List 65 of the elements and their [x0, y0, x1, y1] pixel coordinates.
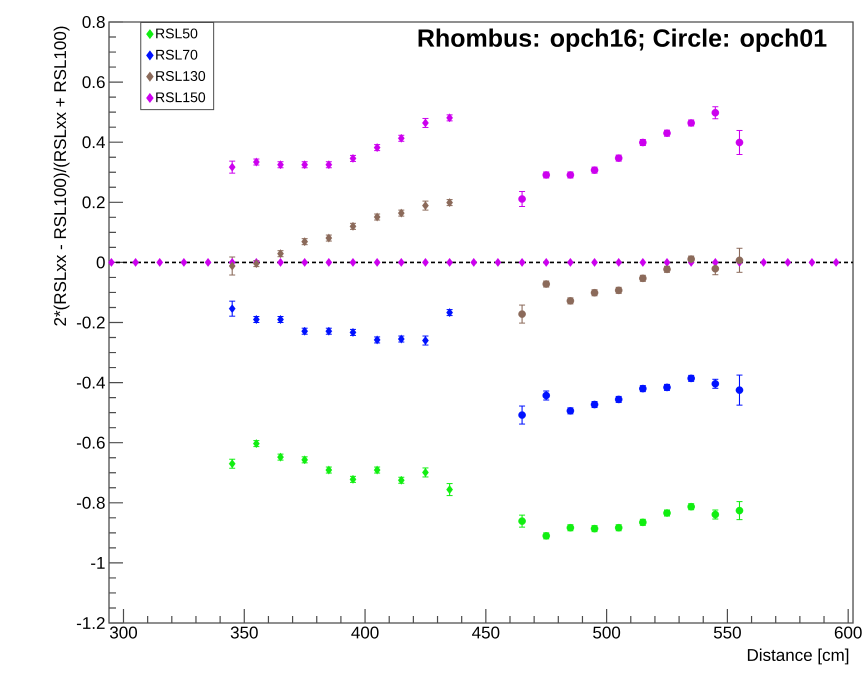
point	[640, 258, 646, 267]
point	[518, 517, 526, 525]
y-tick-label: -0.8	[76, 496, 105, 509]
point	[542, 258, 550, 267]
y-tick-label: -0.4	[76, 376, 105, 389]
x-tick-label: 500	[593, 626, 620, 639]
point	[784, 258, 792, 267]
y-tick-label: 0.8	[82, 16, 105, 28]
legend-label: RSL70	[156, 50, 198, 60]
y-tick-label: 0	[96, 256, 105, 268]
y-tick-label: -0.6	[76, 436, 105, 449]
point	[664, 258, 670, 267]
point	[446, 258, 453, 267]
x-tick-label: 400	[351, 626, 379, 639]
point	[736, 506, 744, 514]
y-tick-label: 0.6	[82, 76, 105, 88]
y-tick-label: -1	[91, 557, 105, 569]
point	[567, 258, 574, 267]
point	[228, 162, 236, 172]
y-tick-label: 0.2	[82, 196, 105, 208]
point	[494, 258, 502, 267]
point	[277, 258, 284, 267]
point	[422, 258, 429, 267]
point	[350, 258, 356, 267]
x-tick-label: 300	[110, 626, 138, 639]
point	[180, 258, 188, 267]
point	[325, 258, 332, 267]
legend-label: RSL50	[156, 28, 198, 38]
point	[712, 264, 720, 273]
point	[204, 258, 212, 267]
point	[518, 310, 526, 318]
point	[518, 411, 526, 419]
point	[374, 258, 380, 267]
point	[132, 258, 139, 267]
point	[808, 258, 816, 267]
x-axis-title: Distance [cm]	[748, 648, 848, 664]
point	[518, 195, 526, 203]
chart-title: Rhombus: opch16; Circle: opch01	[418, 28, 826, 52]
point	[470, 258, 478, 267]
point	[760, 258, 767, 267]
point	[736, 138, 744, 146]
point	[228, 304, 236, 314]
point	[398, 258, 405, 267]
y-tick-label: 0.4	[82, 136, 105, 148]
y-tick-label: -0.2	[76, 316, 105, 329]
x-tick-label: 350	[230, 626, 258, 639]
point	[736, 256, 744, 264]
y-axis-title: 2*(RSLxx - RSL100)/(RSLxx + RSL100)	[54, 26, 70, 326]
point	[615, 258, 622, 267]
x-tick-label: 600	[834, 626, 862, 639]
point	[156, 258, 164, 267]
point	[832, 258, 840, 267]
x-tick-label: 550	[714, 626, 741, 639]
y-tick-label: -1.2	[76, 617, 105, 629]
point	[736, 386, 744, 394]
legend-label: RSL150	[156, 92, 206, 102]
point	[591, 258, 598, 267]
point	[301, 258, 308, 267]
point	[518, 258, 526, 267]
point	[446, 485, 453, 494]
x-tick-label: 450	[472, 626, 500, 639]
legend-label: RSL130	[156, 71, 206, 81]
point	[228, 262, 236, 270]
point	[108, 258, 115, 267]
point	[712, 108, 720, 117]
